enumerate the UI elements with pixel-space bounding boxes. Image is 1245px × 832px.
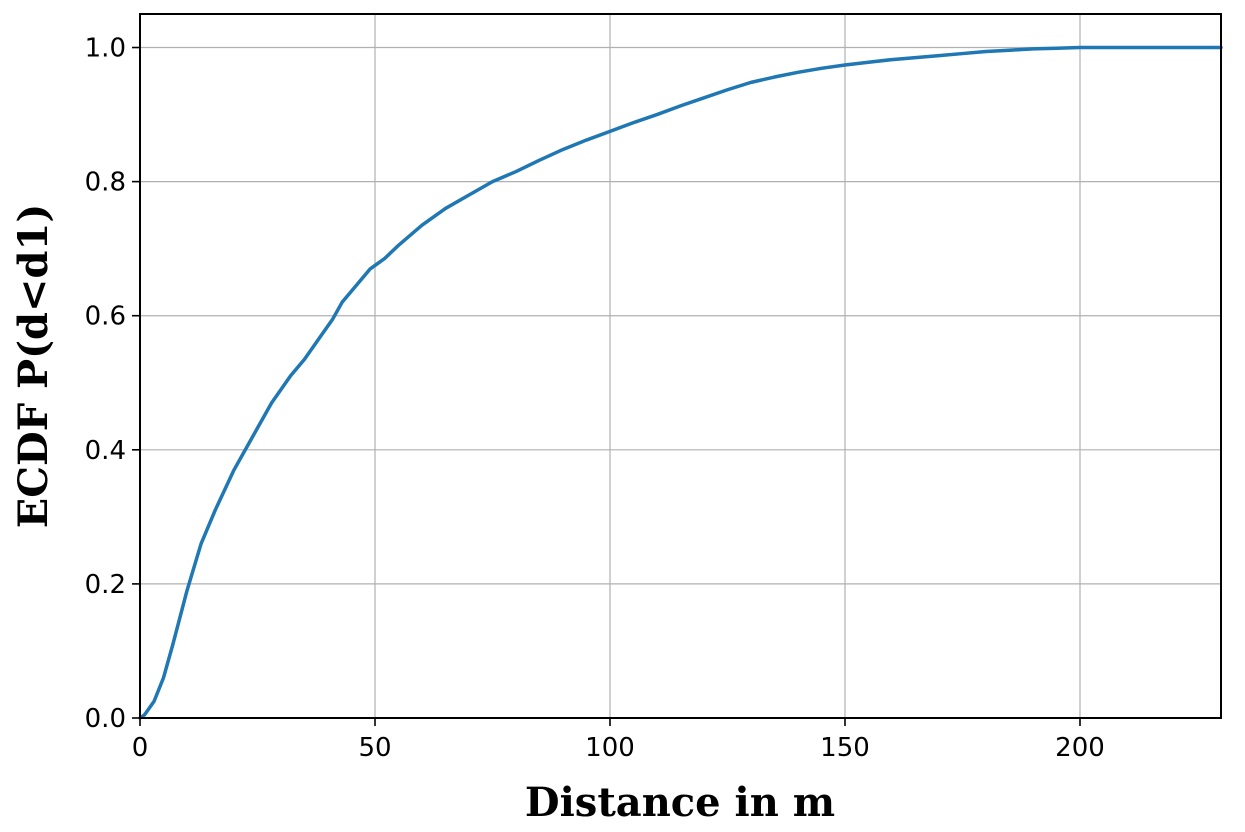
y-tick-label: 0.6 bbox=[85, 302, 126, 332]
plot-frame bbox=[139, 13, 1222, 719]
x-tick-label: 100 bbox=[585, 733, 635, 763]
ecdf-series-line bbox=[138, 45, 1223, 720]
x-axis-label: Distance in m bbox=[525, 779, 835, 826]
grid-lines bbox=[139, 14, 1221, 719]
y-tick-label: 0.2 bbox=[85, 570, 126, 600]
x-tick-label: 0 bbox=[132, 733, 149, 763]
x-tick-label: 200 bbox=[1055, 733, 1105, 763]
axis-ticks: 0 50 100 150 200 0.0 0.2 0.4 0.6 0.8 1.0 bbox=[85, 34, 1105, 763]
x-tick-label: 150 bbox=[820, 733, 870, 763]
y-tick-label: 0.0 bbox=[85, 704, 126, 734]
series-layer bbox=[138, 45, 1223, 720]
y-axis-label: ECDF P(d<d1) bbox=[10, 204, 57, 529]
y-tick-label: 0.8 bbox=[85, 168, 126, 198]
y-tick-label: 0.4 bbox=[85, 436, 126, 466]
x-tick-label: 50 bbox=[358, 733, 391, 763]
y-tick-label: 1.0 bbox=[85, 34, 126, 64]
